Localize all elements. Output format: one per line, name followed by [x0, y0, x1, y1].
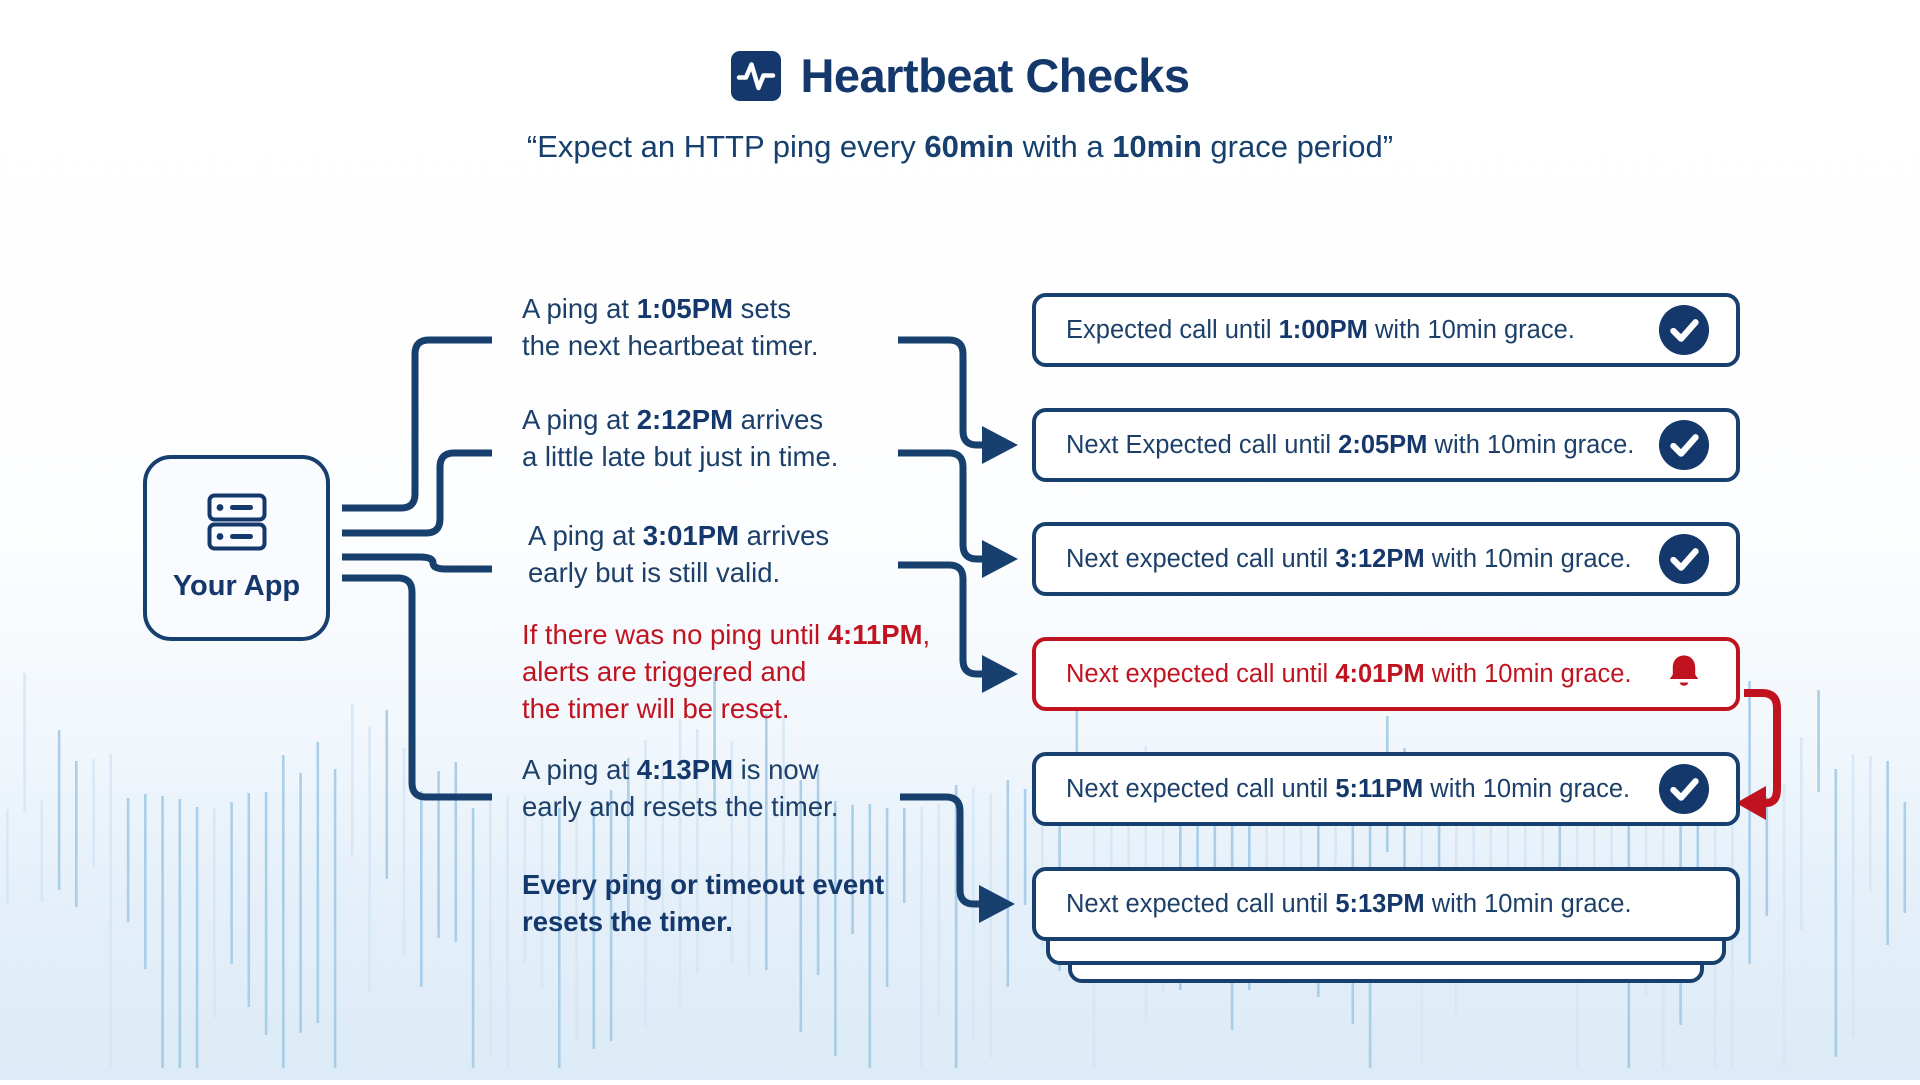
page-title: Heartbeat Checks [800, 49, 1190, 102]
step-ping-4: A ping at 4:13PM is now early and resets… [522, 751, 838, 825]
step-line: the next heartbeat timer. [522, 330, 819, 361]
connector-app-to-step3 [342, 553, 492, 573]
status-text: Next Expected call until 2:05PM with 10m… [1066, 430, 1635, 459]
status-box-4-alert: Next expected call until 4:01PM with 10m… [1032, 637, 1740, 711]
connector-app-to-step1 [342, 336, 492, 512]
connector-step2-to-box3 [898, 449, 983, 563]
status-text: Expected call until 1:00PM with 10min gr… [1066, 315, 1575, 344]
your-app-node: Your App [143, 455, 330, 641]
step-line: resets the timer. [522, 906, 733, 937]
subtitle-grace: 10min [1112, 129, 1202, 164]
step-ping-1: A ping at 1:05PM sets the next heartbeat… [522, 290, 819, 364]
arrowhead-box4 [982, 655, 1018, 693]
subtitle-text: with a [1013, 129, 1113, 164]
alert-reset-arrowhead [1736, 786, 1766, 820]
your-app-label: Your App [172, 570, 301, 602]
step-line: Every ping or timeout event [522, 869, 885, 900]
step-line: alerts are triggered and [522, 656, 807, 687]
step-line: early and resets the timer. [522, 791, 839, 822]
arrowhead-box3 [982, 540, 1018, 578]
subtitle-text: grace period” [1201, 129, 1394, 164]
step-line: A ping at 1:05PM sets [522, 293, 792, 324]
status-box-1: Expected call until 1:00PM with 10min gr… [1032, 293, 1740, 367]
step-line: a little late but just in time. [522, 441, 839, 472]
arrowhead-box6 [979, 885, 1015, 923]
connector-app-to-step2 [342, 449, 492, 537]
step-line: If there was no ping until 4:11PM, [522, 619, 931, 650]
check-icon [1658, 304, 1710, 356]
connector-step5-to-box6 [900, 793, 980, 908]
subtitle: “Expect an HTTP ping every 60min with a … [0, 129, 1920, 165]
alert-reset-connector [1744, 689, 1781, 807]
status-text: Next expected call until 5:11PM with 10m… [1066, 774, 1631, 803]
subtitle-text: “Expect an HTTP ping every [526, 129, 925, 164]
status-box-6: Next expected call until 5:13PM with 10m… [1032, 867, 1740, 941]
step-line: early but is still valid. [528, 557, 781, 588]
status-text: Next expected call until 5:13PM with 10m… [1066, 889, 1632, 918]
connector-app-to-step5 [342, 574, 492, 801]
step-timeout-alert: If there was no ping until 4:11PM, alert… [522, 616, 930, 727]
step-ping-2: A ping at 2:12PM arrives a little late b… [522, 401, 838, 475]
check-icon [1658, 533, 1710, 585]
arrowhead-box2 [982, 426, 1018, 464]
status-text: Next expected call until 4:01PM with 10m… [1066, 659, 1632, 688]
status-box-3: Next expected call until 3:12PM with 10m… [1032, 522, 1740, 596]
status-box-2: Next Expected call until 2:05PM with 10m… [1032, 408, 1740, 482]
bell-icon [1666, 653, 1702, 695]
step-line: the timer will be reset. [522, 693, 790, 724]
header: Heartbeat Checks “Expect an HTTP ping ev… [0, 48, 1920, 165]
step-line: A ping at 3:01PM arrives [528, 520, 830, 551]
connector-step1-to-box2 [898, 336, 983, 449]
step-summary: Every ping or timeout event resets the t… [522, 866, 884, 940]
step-ping-3: A ping at 3:01PM arrives early but is st… [528, 517, 829, 591]
pulse-icon [730, 50, 782, 102]
subtitle-interval: 60min [924, 129, 1014, 164]
status-text: Next expected call until 3:12PM with 10m… [1066, 544, 1632, 573]
check-icon [1658, 419, 1710, 471]
check-icon [1658, 763, 1710, 815]
status-box-5: Next expected call until 5:11PM with 10m… [1032, 752, 1740, 826]
step-line: A ping at 4:13PM is now [522, 754, 819, 785]
server-icon [207, 493, 267, 556]
step-line: A ping at 2:12PM arrives [522, 404, 824, 435]
